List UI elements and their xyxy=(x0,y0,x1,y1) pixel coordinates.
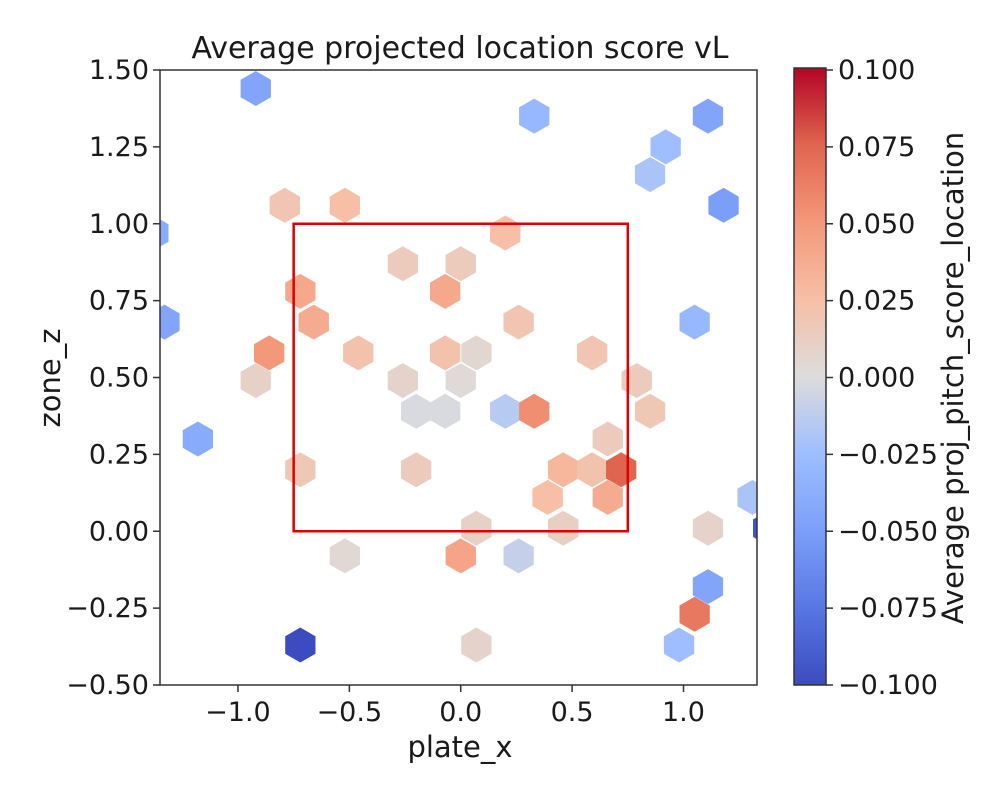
y-tick-label: 1.25 xyxy=(89,132,149,163)
hexbin-cell xyxy=(503,538,534,574)
hexbin-cell xyxy=(490,215,521,251)
y-tick-label: −0.50 xyxy=(66,670,149,701)
colorbar-label: Average proj_pitch_score_location xyxy=(936,132,970,624)
hexbin-cell xyxy=(254,335,285,371)
hexbin-cell xyxy=(401,393,432,429)
hexbin-cell xyxy=(503,304,534,340)
y-tick-label: 1.00 xyxy=(89,209,149,240)
hexbin-cell xyxy=(692,98,724,134)
hexbin-cell xyxy=(519,393,550,429)
y-axis: −0.50 −0.25 0.00 0.25 0.50 0.75 1.00 1.25 1.50 xyxy=(66,55,160,701)
y-tick-label: 0.75 xyxy=(89,286,149,317)
hexbin-cell xyxy=(182,421,213,457)
hexbin-cell xyxy=(692,569,724,605)
colorbar-ticks: 0.100 0.075 0.050 0.025 0.000 −0.025 −0.050 −0.… xyxy=(826,55,938,701)
hexbin-cell xyxy=(160,304,180,340)
hexbin-cell xyxy=(461,335,492,371)
x-tick-label: 0.5 xyxy=(551,697,594,728)
hexbin-cell xyxy=(650,129,681,165)
hexbin-cell xyxy=(548,510,579,546)
hexbin-cell xyxy=(519,98,550,134)
colorbar-tick-label: 0.050 xyxy=(838,209,915,240)
hexbin-cell xyxy=(387,246,418,282)
y-tick-label: 1.50 xyxy=(89,55,149,86)
colorbar-tick-label: −0.075 xyxy=(838,593,938,624)
hexbin-cell xyxy=(679,596,710,632)
x-axis: −1.0 −0.5 0.0 0.5 1.0 xyxy=(205,685,705,728)
x-tick-label: 0.0 xyxy=(439,697,482,728)
hexbin-cell xyxy=(430,335,461,371)
hexbin-cell xyxy=(577,452,608,488)
hexbin-cell xyxy=(430,273,461,309)
hexbin-cell xyxy=(160,219,169,247)
hexbin-cell xyxy=(592,421,623,457)
hexbin-cell xyxy=(577,335,608,371)
hexbin-cell xyxy=(285,627,316,663)
hexbin-cell xyxy=(621,363,652,399)
y-tick-label: −0.25 xyxy=(66,593,149,624)
hexbin-cell xyxy=(679,304,710,340)
x-axis-label: plate_x xyxy=(407,730,512,764)
x-tick-label: 1.0 xyxy=(662,697,705,728)
colorbar xyxy=(793,67,827,686)
y-tick-label: 0.25 xyxy=(89,439,149,470)
hexbin-cell xyxy=(634,157,666,193)
hexbin-cell xyxy=(285,273,316,309)
hexbin-cell xyxy=(329,538,360,574)
hexbin-cell xyxy=(240,71,271,106)
hexbin-cell xyxy=(461,510,492,546)
colorbar-tick-label: 0.075 xyxy=(838,132,915,163)
colorbar-tick-label: −0.025 xyxy=(838,439,938,470)
x-tick-label: −1.0 xyxy=(205,697,271,728)
hexbin-cell xyxy=(490,393,521,429)
hexbin-cell xyxy=(445,246,476,282)
hexbin-cell xyxy=(692,510,724,546)
hexbin-cell xyxy=(663,627,695,663)
hexbin-cell xyxy=(445,363,476,399)
hexbin-cell xyxy=(240,363,271,399)
hexbin-cell xyxy=(285,452,316,488)
hexbin-cell xyxy=(592,479,623,515)
y-tick-label: 0.50 xyxy=(89,363,149,394)
colorbar-tick-label: −0.050 xyxy=(838,516,938,547)
colorbar-tick-label: 0.025 xyxy=(838,286,915,317)
x-tick-label: −0.5 xyxy=(317,697,383,728)
colorbar-tick-label: 0.100 xyxy=(838,55,915,86)
hexbin-cell xyxy=(461,627,492,663)
hexbin-cell xyxy=(445,538,476,574)
y-axis-label: zone_z xyxy=(33,329,67,428)
hexbin-cell xyxy=(753,517,757,540)
colorbar-tick-label: −0.100 xyxy=(838,670,938,701)
hexbin-cell xyxy=(269,187,300,223)
hexbin-cell xyxy=(737,479,757,515)
hexbin-cell xyxy=(329,187,360,223)
hexbin-cell xyxy=(298,304,329,340)
hexbin-cell xyxy=(548,452,579,488)
hexbin-cell xyxy=(708,187,739,223)
y-tick-label: 0.00 xyxy=(89,516,149,547)
chart-title: Average projected location score vL xyxy=(191,31,728,66)
hexbin-cell xyxy=(343,335,374,371)
hexbin-cell xyxy=(430,393,461,429)
hexbin-cell xyxy=(387,363,418,399)
strike-zone-rect xyxy=(292,222,630,533)
colorbar-tick-label: 0.000 xyxy=(838,363,915,394)
hexbin-cell xyxy=(532,479,563,515)
hexbin-cell xyxy=(634,393,666,429)
hexbin-layer xyxy=(160,71,757,663)
hexbin-cell xyxy=(401,452,432,488)
